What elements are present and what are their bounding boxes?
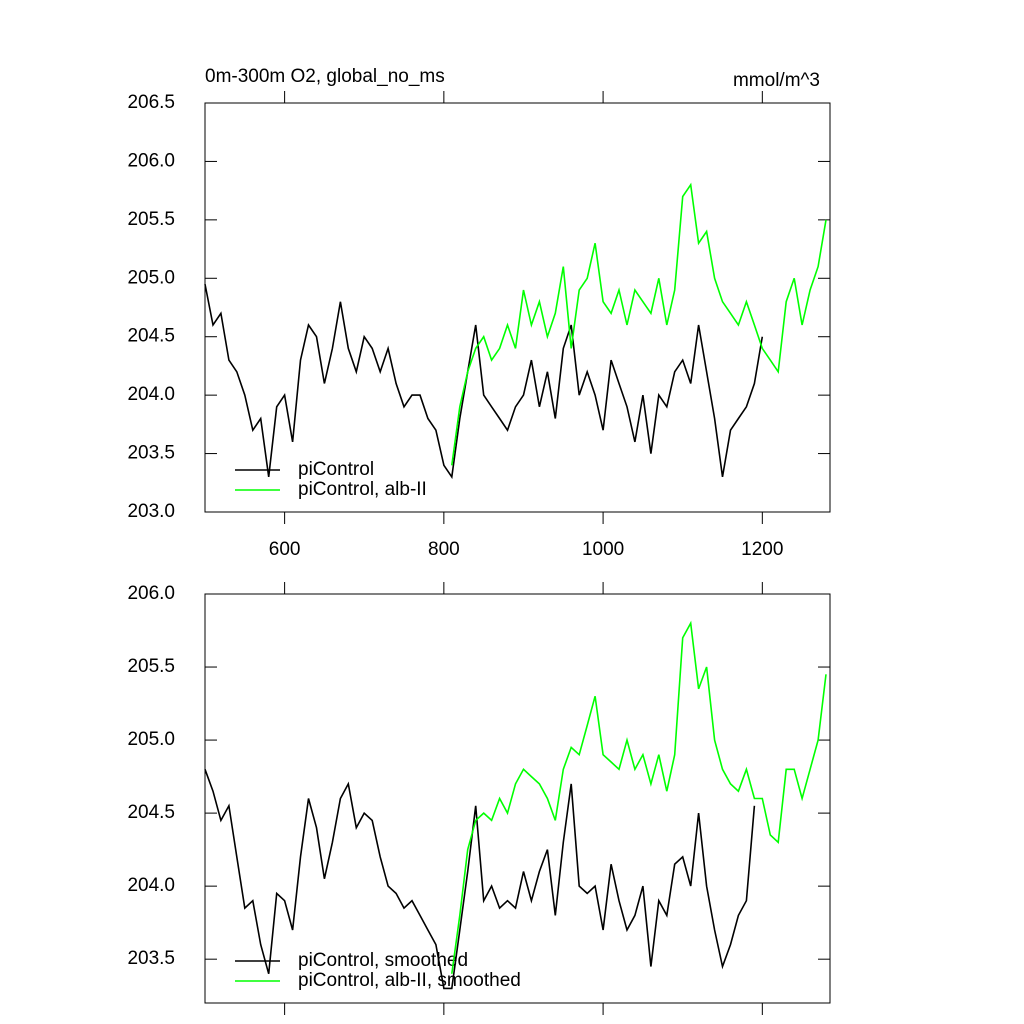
plot-frame bbox=[204, 593, 831, 1004]
x-tick-label: 1000 bbox=[582, 539, 624, 560]
y-tick-label: 204.5 bbox=[127, 802, 175, 823]
y-tick-label: 204.5 bbox=[127, 326, 175, 347]
x-tick-label: 800 bbox=[428, 539, 460, 560]
y-tick-label: 206.5 bbox=[127, 92, 175, 113]
y-tick-label: 203.5 bbox=[127, 948, 175, 969]
y-tick-label: 205.5 bbox=[127, 656, 175, 677]
series-line bbox=[204, 283, 764, 480]
legend-label: piControl, alb-II bbox=[298, 479, 427, 500]
y-tick-label: 204.0 bbox=[127, 875, 175, 896]
y-tick-label: 205.5 bbox=[127, 209, 175, 230]
legend-label: piControl bbox=[298, 459, 374, 480]
chart-title: 0m-300m O2, global_no_ms bbox=[205, 66, 445, 87]
x-tick-label: 1200 bbox=[741, 539, 783, 560]
y-tick-label: 204.0 bbox=[127, 384, 175, 405]
plot-frame bbox=[204, 102, 831, 513]
y-tick-label: 206.0 bbox=[127, 150, 175, 171]
series-line bbox=[204, 769, 756, 990]
legend-label: piControl, alb-II, smoothed bbox=[298, 970, 521, 991]
legend-label: piControl, smoothed bbox=[298, 950, 468, 971]
series-line bbox=[451, 182, 827, 466]
y-tick-label: 206.0 bbox=[127, 583, 175, 604]
series-line bbox=[451, 620, 827, 974]
y-tick-label: 203.5 bbox=[127, 443, 175, 464]
units-label: mmol/m^3 bbox=[733, 70, 820, 91]
y-tick-label: 205.0 bbox=[127, 729, 175, 750]
x-tick-label: 600 bbox=[269, 539, 301, 560]
y-tick-label: 203.0 bbox=[127, 501, 175, 522]
y-tick-label: 205.0 bbox=[127, 267, 175, 288]
